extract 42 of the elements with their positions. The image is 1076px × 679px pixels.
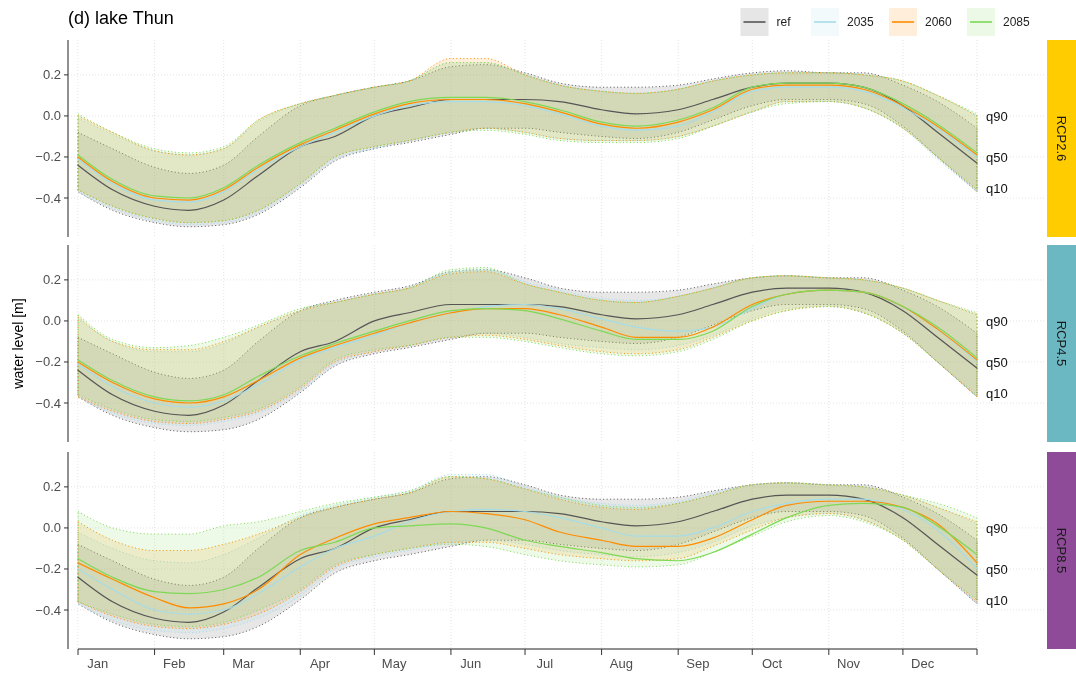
y-tick-label: 0.0 <box>42 520 61 536</box>
y-tick-label: −0.4 <box>35 395 61 411</box>
x-tick-label: Dec <box>911 656 935 671</box>
text: RCP2.6 <box>1053 115 1069 162</box>
text: RCP8.5 <box>1053 527 1069 574</box>
annotation: q50 <box>986 561 1008 577</box>
y-axis-title: water level [m] <box>10 298 26 390</box>
x-tick-label: Oct <box>761 656 783 671</box>
y-tick-label: −0.2 <box>35 354 61 370</box>
y-tick-label: 0.0 <box>42 313 61 329</box>
legend-label: ref <box>776 15 792 29</box>
annotation: q90 <box>986 520 1008 536</box>
x-tick-label: Sep <box>686 656 710 671</box>
annotation: q10 <box>986 385 1008 401</box>
text: RCP4.5 <box>1053 320 1069 367</box>
x-tick-label: Jun <box>460 656 482 671</box>
x-tick-label: Nov <box>837 656 861 671</box>
y-tick-label: −0.2 <box>35 561 61 577</box>
x-tick-label: May <box>381 656 407 671</box>
legend-label: 2085 <box>1003 15 1031 29</box>
annotation: q10 <box>986 592 1008 608</box>
y-tick-label: 0.2 <box>42 272 61 288</box>
y-tick-label: −0.4 <box>35 602 61 618</box>
y-tick-label: −0.2 <box>35 149 61 165</box>
y-tick-label: 0.2 <box>42 479 61 495</box>
x-tick-label: Aug <box>609 656 633 671</box>
annotation: q10 <box>986 180 1008 196</box>
x-tick-label: Jul <box>536 656 554 671</box>
annotation: q90 <box>986 108 1008 124</box>
annotation: q50 <box>986 149 1008 165</box>
legend-label: 2035 <box>847 15 875 29</box>
y-tick-label: −0.4 <box>35 190 61 206</box>
y-tick-label: 0.0 <box>42 108 61 124</box>
chart-title: (d) lake Thun <box>68 8 174 28</box>
x-tick-label: Apr <box>309 656 331 671</box>
x-tick-label: Mar <box>232 656 256 671</box>
x-tick-label: Jan <box>87 656 109 671</box>
annotation: q50 <box>986 354 1008 370</box>
x-tick-label: Feb <box>163 656 186 671</box>
legend-label: 2060 <box>925 15 953 29</box>
annotation: q90 <box>986 313 1008 329</box>
y-tick-label: 0.2 <box>42 67 61 83</box>
